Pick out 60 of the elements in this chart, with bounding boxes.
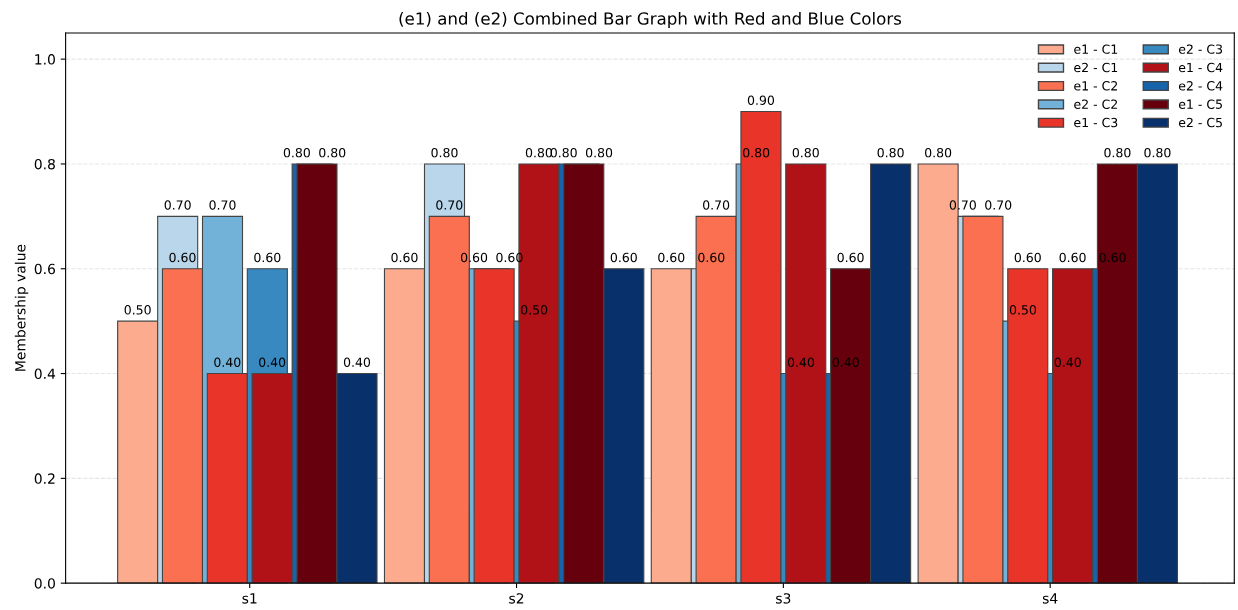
- legend-label: e2 - C4: [1178, 81, 1223, 91]
- y-tick-label: 0.2: [34, 473, 55, 484]
- legend-label: e2 - C3: [1178, 44, 1223, 54]
- data-label: 0.40: [832, 357, 859, 367]
- x-tick-label: s4: [1042, 593, 1058, 604]
- data-label: 0.60: [1059, 252, 1086, 263]
- data-label: 0.40: [259, 357, 286, 367]
- chart-title: (e1) and (e2) Combined Bar Graph with Red and Blue Colors: [399, 11, 902, 29]
- data-label: 0.80: [525, 147, 553, 158]
- legend-label: e1 - C5: [1178, 99, 1222, 109]
- data-label: 0.70: [436, 200, 463, 210]
- data-label: 0.60: [698, 252, 725, 263]
- data-label: 0.40: [343, 357, 371, 367]
- data-label: 0.80: [431, 147, 458, 158]
- bar: [650, 268, 692, 584]
- data-label: 0.80: [925, 147, 952, 158]
- y-tick-label: 0.0: [34, 578, 55, 589]
- y-tick-label: 0.6: [34, 263, 56, 275]
- data-label: 0.70: [703, 200, 730, 210]
- data-label: 0.40: [787, 357, 815, 367]
- y-tick-label: 1.0: [35, 54, 55, 65]
- x-tick-label: s1: [242, 593, 257, 604]
- y-tick-label: 0.4: [34, 368, 56, 380]
- data-label: 0.40: [214, 357, 241, 367]
- legend-label: e2 - C5: [1178, 117, 1222, 128]
- y-axis-title: Membership value: [14, 244, 29, 371]
- data-label: 0.90: [747, 95, 775, 105]
- y-tick-label: 0.8: [34, 158, 55, 170]
- legend-label: e1 - C4: [1178, 62, 1223, 73]
- data-label: 0.80: [585, 147, 613, 158]
- data-label: 0.80: [319, 147, 346, 158]
- legend-label: e2 - C2: [1074, 99, 1117, 109]
- legend-label: e1 - C1: [1074, 44, 1118, 54]
- data-label: 0.70: [209, 200, 236, 210]
- data-label: 0.50: [124, 305, 151, 315]
- data-label: 0.80: [877, 147, 904, 158]
- x-tick-label: s2: [509, 593, 524, 604]
- legend-label: e1 - C3: [1074, 117, 1118, 128]
- data-label: 0.40: [1054, 357, 1081, 367]
- data-label: 0.60: [610, 252, 637, 263]
- data-label: 0.60: [1099, 252, 1126, 263]
- data-label: 0.80: [743, 147, 770, 158]
- data-label: 0.80: [1104, 147, 1131, 158]
- data-label: 0.80: [792, 147, 819, 158]
- data-label: 0.80: [283, 147, 310, 158]
- legend-label: e1 - C2: [1074, 81, 1117, 91]
- data-label: 0.60: [391, 252, 418, 263]
- x-tick-label: s3: [776, 593, 791, 604]
- data-label: 0.70: [985, 200, 1012, 210]
- data-label: 0.50: [1009, 305, 1037, 315]
- data-label: 0.60: [169, 252, 196, 263]
- data-label: 0.80: [550, 147, 577, 158]
- data-label: 0.60: [254, 252, 281, 263]
- data-label: 0.60: [658, 252, 685, 263]
- legend-label: e2 - C1: [1074, 62, 1118, 73]
- data-label: 0.50: [521, 305, 548, 315]
- data-label: 0.80: [1144, 147, 1171, 158]
- data-label: 0.60: [1014, 252, 1041, 263]
- data-label: 0.70: [164, 200, 191, 210]
- data-label: 0.60: [837, 252, 864, 263]
